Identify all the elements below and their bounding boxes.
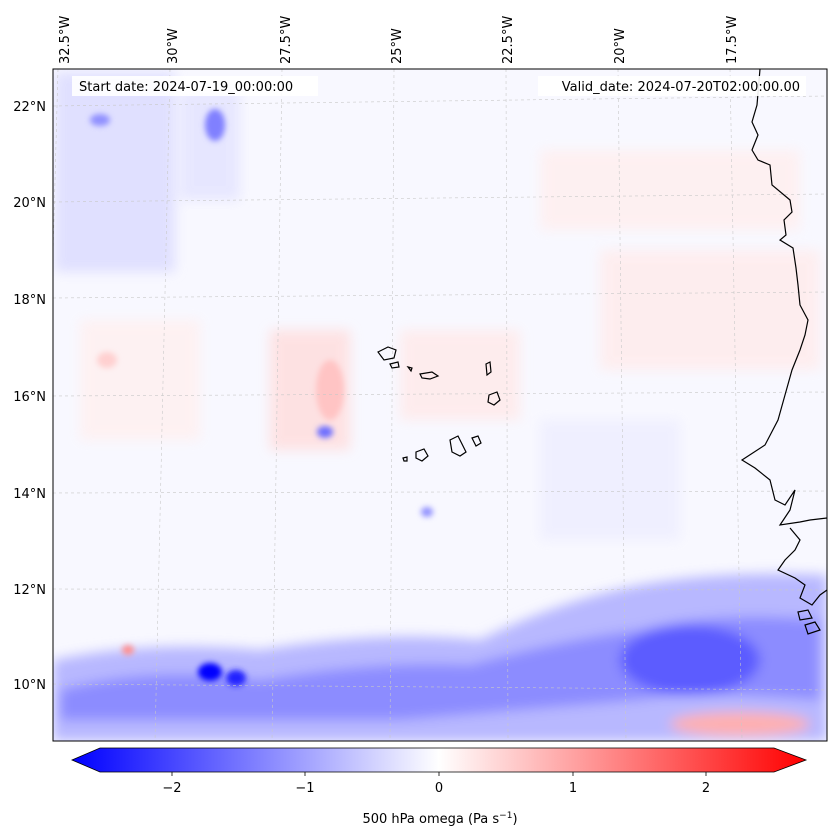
- colorbar-tick-label: 1: [569, 781, 577, 796]
- colorbar-tick-label: 2: [702, 781, 710, 796]
- island-sao-vicente: [389, 361, 400, 369]
- map-frame: [52, 68, 828, 742]
- field-blue-small-peak: [421, 507, 433, 517]
- field-red-se: [670, 712, 810, 736]
- island-santa-luzia: [406, 366, 413, 373]
- lat-tick-labels: 22°N 20°N 18°N 16°N 14°N 12°N 10°N: [13, 100, 46, 693]
- lon-tick-label: 27.5°W: [279, 16, 294, 64]
- colorbar-label-exponent: −1: [499, 811, 512, 821]
- lon-tick-label: 30°W: [166, 28, 181, 64]
- lon-tick-label: 32.5°W: [58, 16, 73, 64]
- colorbar-bar: [70, 747, 808, 773]
- colorbar-label-main: 500 hPa omega (Pa s: [362, 812, 499, 827]
- omega-field: [53, 72, 827, 741]
- start-date-label: Start date: 2024-07-19_00:00:00: [79, 80, 293, 95]
- field-blue-e: [540, 420, 680, 540]
- lon-tick-label: 20°W: [613, 28, 628, 64]
- field-red-n: [540, 150, 800, 230]
- gridlines: [53, 69, 827, 741]
- valid-date-box: Valid_date: 2024-07-20T02:00:00.00: [538, 76, 806, 96]
- island-brava: [402, 456, 408, 462]
- colorbar-tick-label: −1: [295, 781, 314, 796]
- colorbar-ticks: [171, 772, 707, 776]
- field-red-w: [80, 320, 200, 440]
- field-red-ne: [600, 250, 820, 370]
- lat-tick-label: 16°N: [13, 390, 46, 405]
- colorbar: −2 −1 0 1 2 500 hPa omega (Pa s−1): [70, 747, 808, 827]
- map-panel: Start date: 2024-07-19_00:00:00 Valid_da…: [52, 68, 828, 742]
- colorbar-tick-label: −2: [162, 781, 181, 796]
- island-sal: [485, 361, 492, 377]
- lat-tick-label: 14°N: [13, 487, 46, 502]
- valid-date-label: Valid_date: 2024-07-20T02:00:00.00: [562, 80, 800, 95]
- field-red-islands: [400, 330, 520, 420]
- start-date-box: Start date: 2024-07-19_00:00:00: [72, 76, 318, 96]
- coastlines: [377, 69, 827, 635]
- lat-tick-label: 18°N: [13, 293, 46, 308]
- colorbar-label: 500 hPa omega (Pa s−1): [362, 811, 517, 827]
- island-maio: [471, 435, 482, 447]
- field-blue-n: [180, 90, 240, 200]
- island-santo-antao: [377, 346, 397, 361]
- lon-tick-labels: 32.5°W 30°W 27.5°W 25°W 22.5°W 20°W 17.5…: [58, 16, 740, 64]
- africa-coast: [740, 69, 827, 526]
- field-blue-n-peak: [205, 109, 225, 141]
- field-blue-se-core: [620, 625, 760, 695]
- bissagos-island-1: [797, 609, 813, 621]
- africa-coast-south: [777, 527, 827, 606]
- island-fogo: [415, 448, 429, 462]
- island-sao-nicolau: [419, 371, 440, 380]
- colorbar-tick-label: 0: [435, 781, 443, 796]
- bissagos-island-2: [804, 621, 821, 635]
- lat-tick-label: 10°N: [13, 678, 46, 693]
- lat-tick-label: 20°N: [13, 196, 46, 211]
- colorbar-label-close: ): [512, 812, 517, 827]
- lon-tick-label: 25°W: [390, 28, 405, 64]
- field-red-center-peak: [316, 360, 344, 420]
- island-boa-vista: [487, 391, 501, 406]
- field-blue-nw: [55, 72, 175, 272]
- island-santiago: [449, 435, 467, 457]
- lat-tick-label: 22°N: [13, 100, 46, 115]
- field-blue-peak-2: [226, 670, 246, 686]
- field-blue-nw-peak: [90, 114, 110, 126]
- lat-tick-label: 12°N: [13, 583, 46, 598]
- lon-tick-label: 17.5°W: [725, 16, 740, 64]
- field-blue-center-peak: [317, 426, 333, 438]
- lon-tick-label: 22.5°W: [501, 16, 516, 64]
- field-red-w-peak: [97, 352, 117, 368]
- field-red-small-peak: [122, 645, 134, 655]
- field-blue-peak-1: [198, 663, 222, 681]
